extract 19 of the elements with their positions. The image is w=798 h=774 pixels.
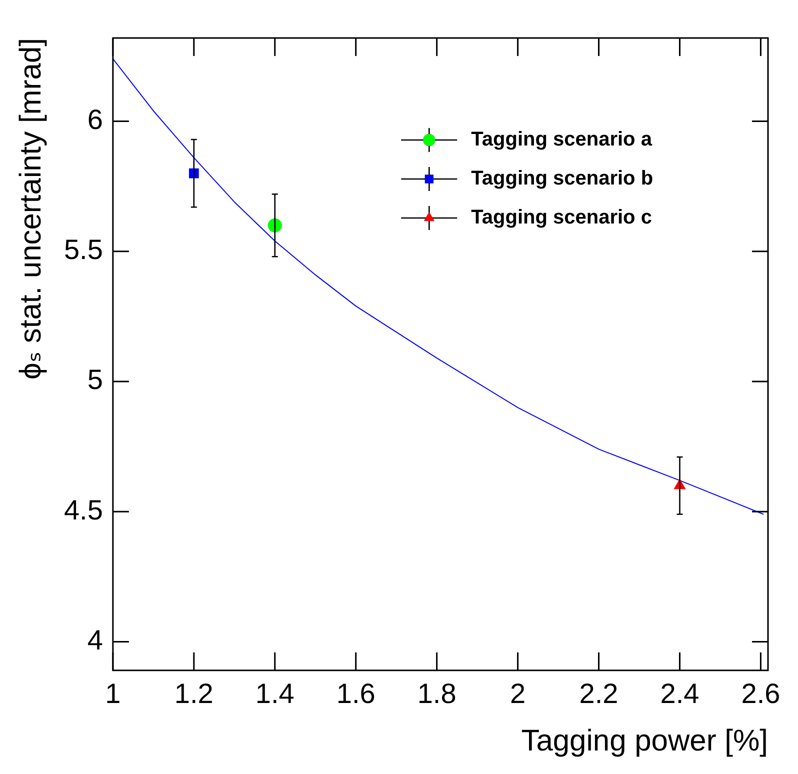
legend-label: Tagging scenario c bbox=[471, 206, 652, 229]
y-tick-label: 5.5 bbox=[64, 234, 103, 266]
x-tick-label: 2.4 bbox=[660, 678, 700, 709]
x-axis-title: Tagging power [%] bbox=[521, 724, 768, 758]
y-tick-label: 5 bbox=[87, 364, 103, 396]
x-tick-label: 1.6 bbox=[336, 678, 376, 709]
y-tick-label: 4 bbox=[87, 624, 103, 656]
y-tick-label: 4.5 bbox=[64, 494, 103, 526]
x-tick-label: 2.6 bbox=[741, 678, 780, 709]
y-tick-label: 6 bbox=[87, 104, 103, 135]
legend-label: Tagging scenario a bbox=[471, 128, 653, 151]
x-tick-label: 1.4 bbox=[255, 678, 294, 709]
x-tick-label: 1 bbox=[105, 678, 121, 709]
y-axis-title: ϕₛ stat. uncertainty [mrad] bbox=[14, 38, 48, 380]
legend-label: Tagging scenario b bbox=[471, 168, 654, 190]
x-tick-label: 2.2 bbox=[579, 678, 618, 709]
x-tick-label: 1.2 bbox=[174, 678, 214, 709]
x-tick-label: 1.8 bbox=[417, 678, 456, 709]
x-tick-label: 2 bbox=[510, 678, 526, 709]
